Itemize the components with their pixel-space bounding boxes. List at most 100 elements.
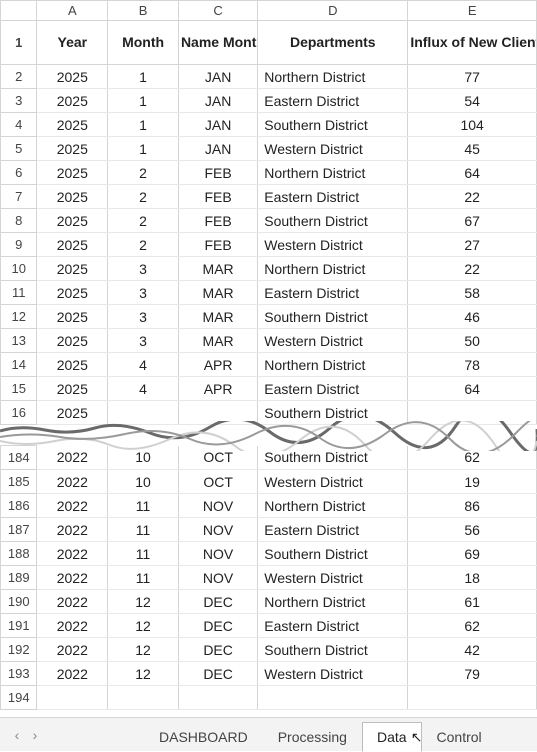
cell-influx[interactable]: 45 (408, 137, 537, 161)
cell-department[interactable]: Northern District (258, 161, 408, 185)
cell-year[interactable]: 2025 (37, 209, 108, 233)
row-number[interactable]: 189 (1, 566, 37, 590)
cell-influx[interactable]: 67 (408, 209, 537, 233)
cell-department[interactable]: Eastern District (258, 281, 408, 305)
row-number[interactable]: 8 (1, 209, 37, 233)
cell-influx[interactable]: 64 (408, 377, 537, 401)
row-number[interactable]: 186 (1, 494, 37, 518)
cell-influx[interactable]: 42 (408, 638, 537, 662)
cell-department[interactable]: Northern District (258, 257, 408, 281)
col-header-A[interactable]: A (37, 1, 108, 21)
cell-department[interactable]: Eastern District (258, 185, 408, 209)
cell-year[interactable] (37, 686, 108, 710)
row-number[interactable]: 10 (1, 257, 37, 281)
cell-year[interactable]: 2025 (37, 65, 108, 89)
cell-name-month[interactable]: APR (178, 353, 257, 377)
header-departments[interactable]: Departments (258, 21, 408, 65)
cell-department[interactable]: Western District (258, 233, 408, 257)
cell-name-month[interactable]: DEC (178, 638, 257, 662)
cell-department[interactable]: Southern District (258, 305, 408, 329)
cell-month[interactable]: 11 (108, 566, 179, 590)
cell-month[interactable] (108, 686, 179, 710)
row-number[interactable]: 14 (1, 353, 37, 377)
cell-department[interactable]: Eastern District (258, 377, 408, 401)
cell-year[interactable]: 2025 (37, 377, 108, 401)
cell-name-month[interactable]: MAR (178, 305, 257, 329)
cell-department[interactable] (258, 686, 408, 710)
cell-month[interactable]: 1 (108, 113, 179, 137)
cell-influx[interactable] (408, 686, 537, 710)
cell-year[interactable]: 2022 (37, 566, 108, 590)
row-number[interactable]: 194 (1, 686, 37, 710)
col-header-E[interactable]: E (408, 1, 537, 21)
cell-influx[interactable]: 79 (408, 662, 537, 686)
cell-influx[interactable]: 78 (408, 353, 537, 377)
cell-name-month[interactable]: FEB (178, 209, 257, 233)
header-year[interactable]: Year (37, 21, 108, 65)
cell-month[interactable]: 10 (108, 470, 179, 494)
tab-processing[interactable]: Processing (263, 722, 362, 751)
cell-influx[interactable]: 61 (408, 590, 537, 614)
cell-department[interactable]: Eastern District (258, 518, 408, 542)
col-header-D[interactable]: D (258, 1, 408, 21)
cell-year[interactable]: 2025 (37, 185, 108, 209)
row-number[interactable]: 9 (1, 233, 37, 257)
cell-month[interactable]: 12 (108, 590, 179, 614)
cell-year[interactable]: 2022 (37, 662, 108, 686)
cell-month[interactable]: 3 (108, 305, 179, 329)
cell-month[interactable]: 1 (108, 137, 179, 161)
cell-name-month[interactable]: DEC (178, 590, 257, 614)
cell-name-month[interactable]: JAN (178, 89, 257, 113)
cell-department[interactable]: Western District (258, 329, 408, 353)
cell-department[interactable]: Southern District (258, 638, 408, 662)
cell-influx[interactable]: 22 (408, 257, 537, 281)
cell-department[interactable]: Southern District (258, 113, 408, 137)
cell-department[interactable]: Eastern District (258, 89, 408, 113)
row-number[interactable]: 185 (1, 470, 37, 494)
cell-month[interactable]: 4 (108, 353, 179, 377)
cell-name-month[interactable]: FEB (178, 161, 257, 185)
cell-year[interactable]: 2025 (37, 329, 108, 353)
cell-influx[interactable]: 46 (408, 305, 537, 329)
cell-influx[interactable]: 62 (408, 614, 537, 638)
cell-department[interactable]: Southern District (258, 209, 408, 233)
cell-name-month[interactable]: OCT (178, 470, 257, 494)
cell-name-month[interactable]: JAN (178, 137, 257, 161)
row-number[interactable]: 3 (1, 89, 37, 113)
cell-month[interactable]: 12 (108, 614, 179, 638)
cell-month[interactable]: 4 (108, 377, 179, 401)
cell-influx[interactable]: 54 (408, 89, 537, 113)
cell-name-month[interactable]: MAR (178, 281, 257, 305)
row-number[interactable]: 191 (1, 614, 37, 638)
cell-influx[interactable]: 58 (408, 281, 537, 305)
cell-influx[interactable]: 64 (408, 161, 537, 185)
cell-influx[interactable]: 18 (408, 566, 537, 590)
cell-year[interactable]: 2022 (37, 494, 108, 518)
row-number[interactable]: 4 (1, 113, 37, 137)
cell-influx[interactable]: 50 (408, 329, 537, 353)
cell-department[interactable]: Northern District (258, 590, 408, 614)
header-name-month[interactable]: Name Month (178, 21, 257, 65)
row-number[interactable]: 193 (1, 662, 37, 686)
corner-cell[interactable] (1, 1, 37, 21)
cell-influx[interactable]: 56 (408, 518, 537, 542)
cell-name-month[interactable]: NOV (178, 494, 257, 518)
row-number[interactable]: 11 (1, 281, 37, 305)
cell-name-month[interactable]: JAN (178, 65, 257, 89)
cell-name-month[interactable]: MAR (178, 257, 257, 281)
cell-month[interactable]: 1 (108, 89, 179, 113)
row-number[interactable]: 6 (1, 161, 37, 185)
cell-month[interactable]: 3 (108, 329, 179, 353)
tab-data[interactable]: Data ↖ (362, 722, 422, 752)
header-month[interactable]: Month (108, 21, 179, 65)
cell-influx[interactable]: 104 (408, 113, 537, 137)
col-header-C[interactable]: C (178, 1, 257, 21)
cell-name-month[interactable]: NOV (178, 542, 257, 566)
cell-name-month[interactable]: FEB (178, 185, 257, 209)
cell-department[interactable]: Western District (258, 662, 408, 686)
cell-department[interactable]: Northern District (258, 65, 408, 89)
cell-department[interactable]: Western District (258, 137, 408, 161)
header-influx[interactable]: Influx of New Clients (408, 21, 537, 65)
cell-month[interactable]: 12 (108, 662, 179, 686)
cell-year[interactable]: 2025 (37, 281, 108, 305)
